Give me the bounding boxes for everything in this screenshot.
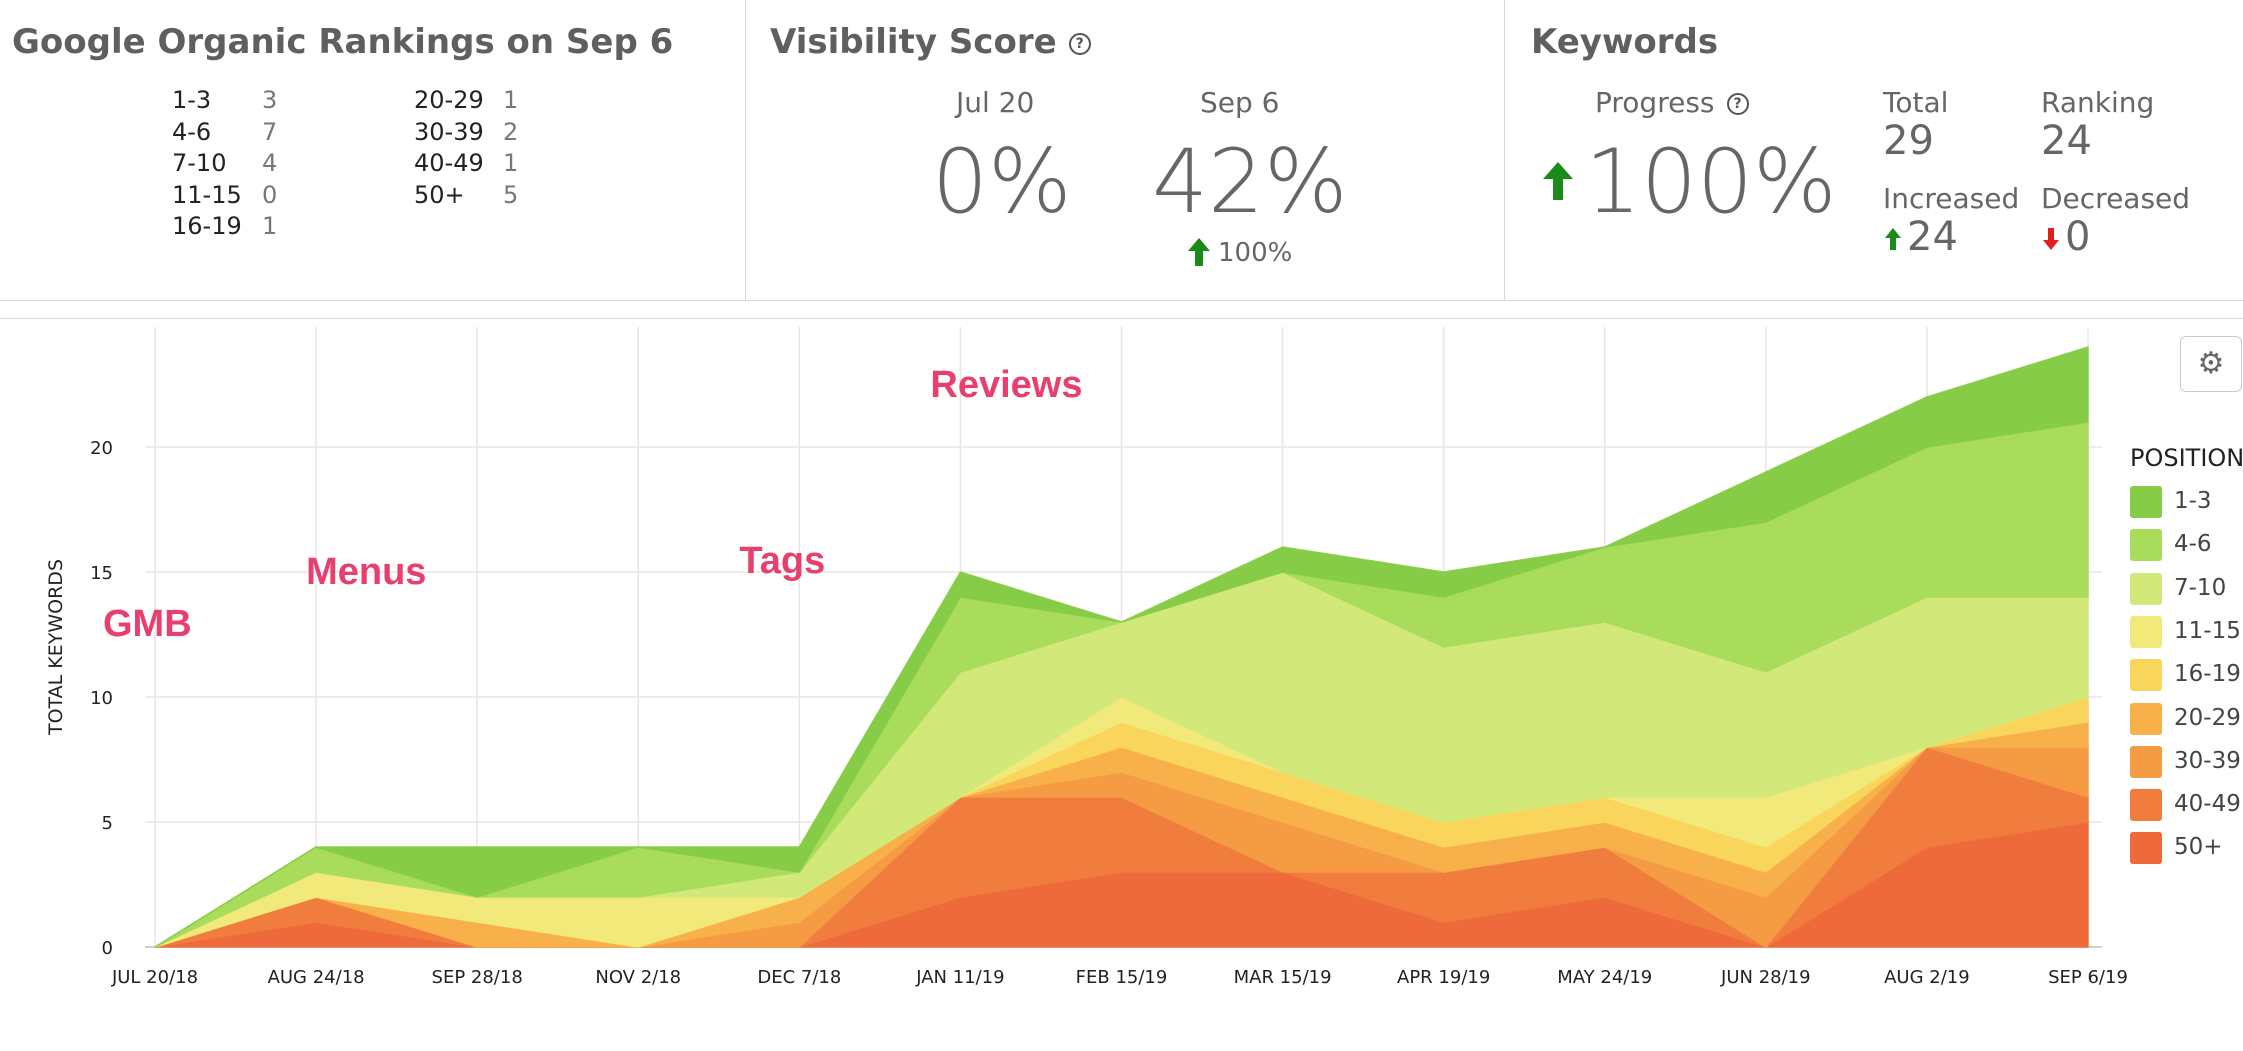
annotation-label: GMB: [103, 603, 192, 645]
legend-swatch: [2130, 745, 2162, 778]
legend-label: 40-49: [2174, 791, 2241, 818]
divider: [1504, 0, 1505, 300]
ranking-range: 20-29: [414, 86, 484, 114]
legend-label: 1-3: [2174, 488, 2212, 514]
legend-swatch: [2130, 659, 2162, 692]
ranking-count: 0: [262, 180, 278, 209]
ranking-range: 4-6: [172, 117, 212, 146]
to-score: 42%: [1152, 130, 1348, 233]
x-tick-label: MAR 15/19: [1234, 967, 1332, 988]
summary-header: Google Organic Rankings on Sep 6 1-3 3 4-6…: [0, 0, 2243, 300]
ranking-range: 11-15: [172, 180, 242, 209]
from-date-label: Jul 20: [956, 86, 1035, 119]
legend-swatch: [2130, 486, 2162, 518]
keywords-title: Keywords: [1531, 22, 1719, 62]
rankings-title: Google Organic Rankings on Sep 6: [12, 22, 674, 62]
total-label: Total: [1883, 86, 1949, 119]
progress-label-text: Progress: [1595, 86, 1715, 119]
keywords-area-chart: 0 5 10 15 20 JUL 20/18 AUG 24/18 SEP 28/18 NOV 2…: [45, 327, 2128, 988]
y-axis-label: TOTAL KEYWORDS: [45, 559, 67, 736]
legend-label: 30-39: [2174, 747, 2241, 774]
x-tick-label: MAY 24/19: [1557, 967, 1652, 988]
decreased-label: Decreased: [2041, 182, 2191, 215]
ranking-range: 50+: [414, 180, 465, 209]
annotation-label: Menus: [306, 551, 426, 593]
ranking-range: 16-19: [172, 212, 242, 240]
x-tick-label: JUL 20/18: [111, 967, 198, 988]
legend-swatch: [2130, 529, 2162, 562]
area-series-1-3: [154, 345, 2089, 948]
ranking-range: 1-3: [172, 86, 212, 114]
help-icon[interactable]: ?: [1726, 93, 1749, 115]
up-arrow-icon: [1885, 228, 1901, 250]
to-date-label: Sep 6: [1200, 86, 1280, 119]
x-tick-label: SEP 28/18: [432, 967, 523, 988]
x-tick-label: SEP 6/19: [2048, 967, 2128, 988]
legend-label: 50+: [2174, 834, 2223, 861]
up-arrow-icon: [1188, 238, 1210, 266]
total-value: 29: [1883, 118, 1934, 164]
x-tick-label: JAN 11/19: [915, 967, 1004, 988]
ranking-label: Ranking: [2041, 86, 2155, 119]
y-tick-label: 15: [90, 563, 113, 584]
progress-value: 100%: [1585, 130, 1837, 233]
chart-settings-button[interactable]: ⚙: [2180, 336, 2242, 392]
y-tick-label: 10: [90, 688, 113, 709]
ranking-count: 1: [262, 212, 278, 240]
visibility-title-text: Visibility Score: [770, 22, 1057, 62]
ranking-range: 40-49: [414, 149, 484, 177]
legend-swatch: [2130, 789, 2162, 822]
x-tick-label: JUN 28/19: [1720, 967, 1811, 988]
divider: [0, 300, 2243, 301]
annotation-label: Tags: [739, 540, 825, 582]
ranking-range: 7-10: [172, 149, 227, 177]
y-tick-label: 0: [102, 938, 113, 959]
legend-label: 11-15: [2174, 617, 2241, 644]
y-tick-label: 20: [90, 438, 113, 459]
ranking-count: 7: [262, 117, 278, 146]
increased-label: Increased: [1883, 182, 2020, 215]
legend-label: 4-6: [2174, 531, 2212, 558]
x-tick-label: FEB 15/19: [1076, 967, 1168, 988]
ranking-count: 4: [262, 149, 278, 177]
help-icon[interactable]: ?: [1068, 32, 1091, 55]
rankings-panel: Google Organic Rankings on Sep 6 1-3 3 4-6…: [0, 0, 745, 300]
legend-label: 7-10: [2174, 574, 2227, 601]
ranking-count: 1: [503, 149, 519, 177]
ranking-count: 3: [262, 86, 278, 114]
visibility-change: 100%: [1218, 238, 1293, 268]
legend-swatch: [2130, 702, 2162, 735]
divider: [745, 0, 746, 300]
visibility-panel: Visibility Score? Jul 20 0% Sep 6 42% 10…: [746, 0, 1504, 300]
progress-label: Progress?: [1595, 86, 1749, 119]
y-tick-label: 5: [102, 813, 113, 834]
legend-label: 16-19: [2174, 661, 2241, 688]
ranking-count: 1: [503, 86, 519, 114]
up-arrow-icon: [1543, 162, 1573, 200]
legend-swatch: [2130, 572, 2162, 605]
legend-label: 20-29: [2174, 704, 2241, 731]
annotation-label: Reviews: [930, 364, 1082, 406]
gear-icon: ⚙: [2197, 346, 2225, 381]
from-score: 0%: [932, 130, 1072, 233]
legend-swatch: [2130, 832, 2162, 865]
x-tick-label: DEC 7/18: [757, 967, 841, 988]
x-tick-label: AUG 2/19: [1884, 967, 1970, 988]
ranking-value: 24: [2041, 118, 2092, 164]
ranking-count: 2: [503, 117, 519, 146]
visibility-title: Visibility Score?: [770, 22, 1091, 62]
legend-swatch: [2130, 615, 2162, 648]
down-arrow-icon: [2043, 228, 2059, 250]
x-tick-label: AUG 24/18: [268, 967, 365, 988]
x-tick-label: APR 19/19: [1397, 967, 1490, 988]
legend-title: POSITION: [2130, 444, 2243, 472]
x-tick-label: NOV 2/18: [595, 967, 681, 988]
ranking-range: 30-39: [414, 117, 484, 146]
ranking-count: 5: [503, 180, 519, 209]
decreased-value: 0: [2065, 214, 2091, 260]
divider: [0, 318, 2243, 319]
keywords-panel: Keywords Progress? 100% Total 29 Ranking…: [1505, 0, 2243, 300]
increased-value: 24: [1907, 214, 1958, 260]
